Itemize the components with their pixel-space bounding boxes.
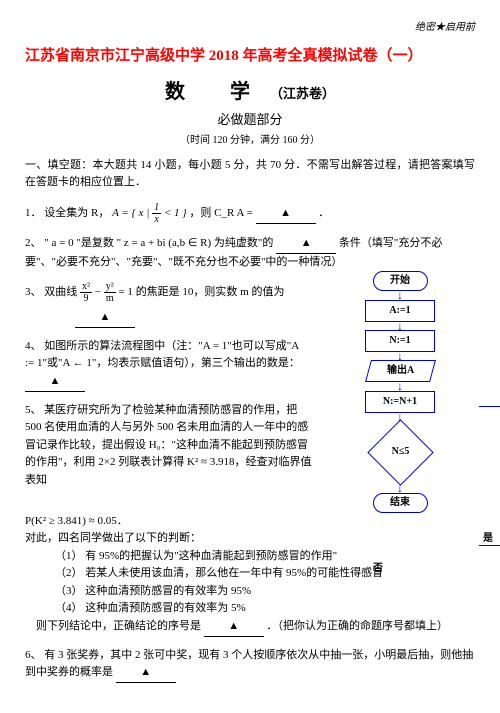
arrow-icon: ↓ — [325, 382, 475, 390]
q3-formula: x²9 − y²m = 1 — [80, 286, 136, 298]
exam-title: 江苏省南京市江宁高级中学 2018 年高考全真模拟试卷（一） — [25, 44, 475, 68]
q6-num: 6、 — [25, 649, 42, 661]
flow-output: 输出A — [365, 360, 436, 382]
q5-formula: P(K² ≥ 3.841) ≈ 0.05． — [25, 513, 475, 531]
q5-options: （1） 有 95%的把握认为"这种血清能起到预防感冒的作用" （2） 若某人未使… — [25, 548, 475, 618]
arrow-icon: ↓ — [325, 291, 475, 299]
subject-main: 数 学 — [165, 81, 270, 103]
q1-text-a: 设全集为 R， — [44, 207, 109, 219]
question-2: 2、 " a = 0 "是复数 " z = a + bi (a,b ∈ R) 为… — [25, 235, 475, 271]
q3-text-b: 的焦距是 10，则实数 m 的值为 — [136, 286, 285, 298]
subject-heading: 数 学（江苏卷） — [25, 76, 475, 108]
q4-text: 如图所示的算法流程图中（注："A = 1"也可以写成"A := 1"或"A ← … — [25, 340, 300, 370]
q1-text-b: ，则 C_R A = — [189, 207, 252, 219]
q5-text-d: ．（把你认为正确的命题序号都填上） — [267, 620, 449, 632]
q5-text-b: 对此，四名同学做出了以下的判断： — [25, 530, 475, 548]
question-4: 4、 如图所示的算法流程图中（注："A = 1"也可以写成"A := 1"或"A… — [25, 338, 305, 392]
q5-blank: ▲ — [204, 618, 264, 637]
q5-option-4: （4） 这种血清预防感冒的有效率为 5% — [55, 600, 475, 618]
question-6: 6、 有 3 张奖券，其中 2 张可中奖，现有 3 个人按顺序依次从中抽一张，小… — [25, 647, 475, 683]
q4-num: 4、 — [25, 340, 42, 352]
instruction-text: 一、填空题：本大题共 14 小题，每小题 5 分，共 70 分．不需写出解答过程… — [25, 157, 475, 192]
q5-option-3: （3） 这种血清预防感冒的有效率为 95% — [55, 583, 475, 601]
q6-blank: ▲ — [116, 664, 176, 683]
q1-blank: ▲ — [256, 205, 316, 224]
timing-text: （时间 120 分钟，满分 160 分） — [25, 133, 475, 149]
question-5: 5、 某医疗研究所为了检验某种血清预防感冒的作用，把 500 名使用血清的人与另… — [25, 402, 475, 637]
section-title: 必做题部分 — [25, 110, 475, 131]
q1-formula: A = { x | 1x < 1 } — [112, 207, 187, 219]
q2-num: 2、 — [25, 237, 42, 249]
q5-text-a: 某医疗研究所为了检验某种血清预防感冒的作用，把 500 名使用血清的人与另外 5… — [25, 404, 311, 486]
q3-num: 3、 — [25, 286, 42, 298]
q5-option-1: （1） 有 95%的把握认为"这种血清能起到预防感冒的作用" — [55, 548, 475, 566]
question-1: 1． 设全集为 R， A = { x | 1x < 1 } ，则 C_R A =… — [25, 202, 475, 225]
q2-blank: ▲ — [276, 235, 336, 254]
q1-tail: ． — [318, 207, 329, 219]
subject-region: （江苏卷） — [270, 86, 335, 101]
q3-blank: ▲ — [75, 309, 135, 328]
q5-text-c: 则下列结论中，正确结论的序号是 — [36, 620, 201, 632]
q5-num: 5、 — [25, 404, 42, 416]
q6-text: 有 3 张奖券，其中 2 张可中奖，现有 3 个人按顺序依次从中抽一张，小明最后… — [25, 649, 473, 679]
flow-loop-line — [479, 406, 500, 546]
q4-blank: ▲ — [25, 373, 85, 392]
question-3: 3、 双曲线 x²9 − y²m = 1 的焦距是 10，则实数 m 的值为 ▲ — [25, 281, 305, 328]
flow-yes-label: 是 — [483, 531, 493, 547]
confidential-label: 绝密★启用前 — [25, 20, 475, 36]
q2-text-a: " a = 0 "是复数 " z = a + bi (a,b ∈ R) 为纯虚数… — [44, 237, 273, 249]
q5-option-2: （2） 若某人未使用该血清，那么他在一年中有 95%的可能性得感冒 — [55, 565, 475, 583]
q3-text-a: 双曲线 — [44, 286, 77, 298]
q1-num: 1． — [25, 207, 42, 219]
arrow-icon: ↓ — [325, 322, 475, 330]
